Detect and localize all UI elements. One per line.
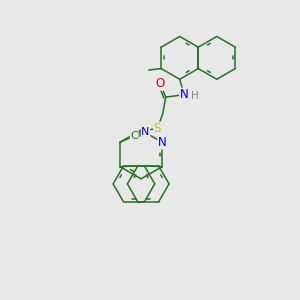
Text: N: N (158, 136, 167, 149)
Text: O: O (156, 77, 165, 90)
Text: N: N (141, 127, 150, 137)
Text: H: H (191, 91, 199, 101)
Text: N: N (180, 88, 189, 101)
Text: C: C (130, 131, 138, 141)
Text: S: S (154, 122, 161, 135)
